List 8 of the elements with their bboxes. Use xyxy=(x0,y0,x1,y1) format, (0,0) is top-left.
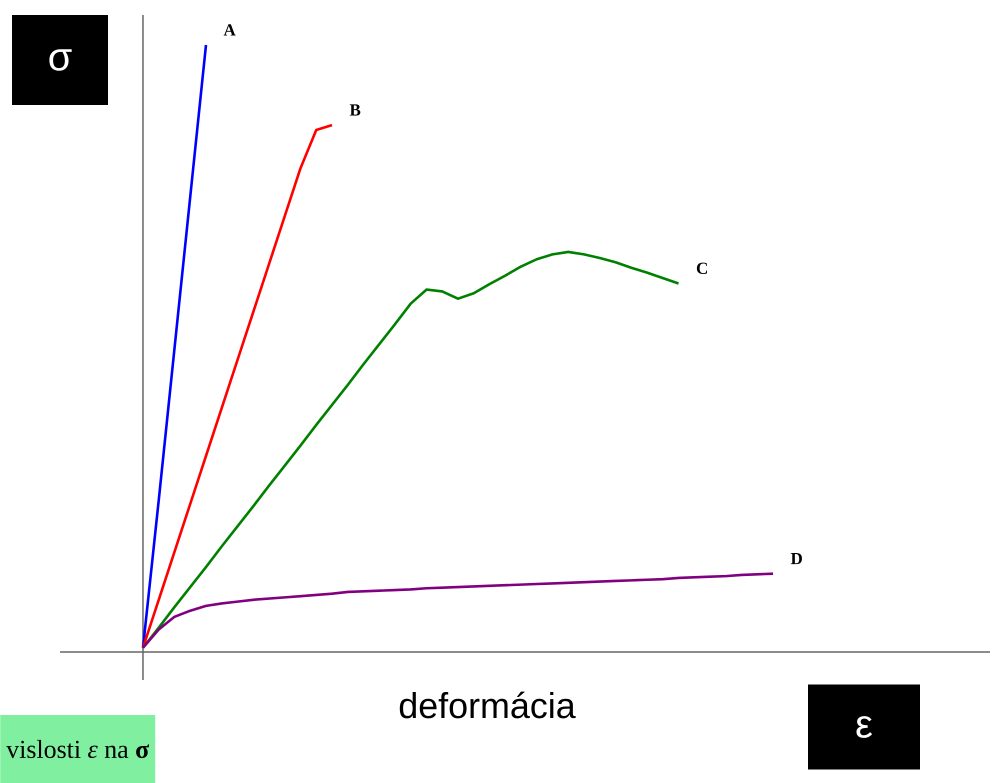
text: ε xyxy=(856,716,872,738)
text: vislosti ε na σ xyxy=(6,740,150,758)
series-label: A xyxy=(224,24,236,36)
series-label: B xyxy=(350,104,360,116)
series-label: C xyxy=(696,262,707,274)
x-axis-title: deformácia xyxy=(400,692,576,718)
y-axis-title: σ xyxy=(49,49,72,71)
series-label: D xyxy=(790,553,802,564)
